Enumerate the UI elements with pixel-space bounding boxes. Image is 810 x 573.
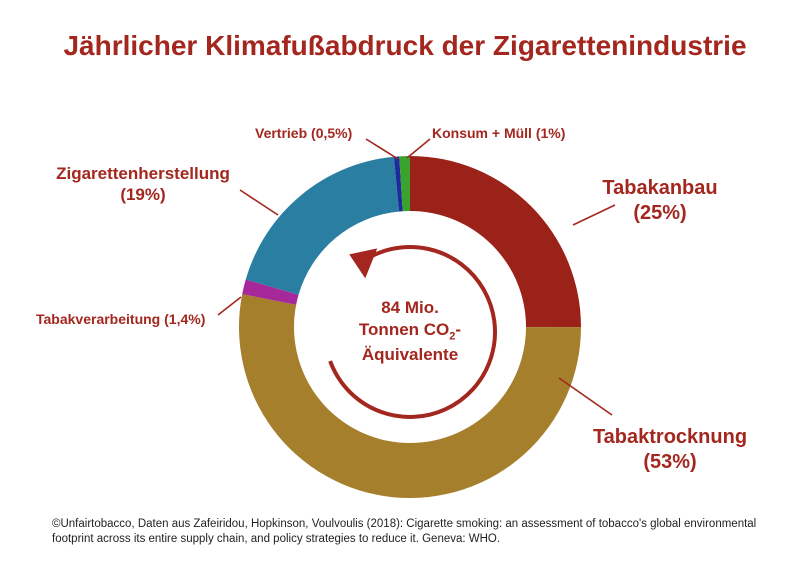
slice-label-konsum-muell: Konsum + Müll (1%): [432, 125, 566, 141]
slice-label-tabakanbau: Tabakanbau (25%): [602, 177, 718, 224]
center-total-label: 84 Mio. Tonnen CO2- Äquivalente: [345, 297, 475, 366]
slice-label-tabaktrocknung: Tabaktrocknung (53%): [592, 426, 748, 473]
leader-line-3: [239, 189, 279, 216]
cycle-arrow-arc: [328, 245, 497, 419]
slice-1: [239, 294, 581, 498]
cycle-arrow-head: [349, 248, 378, 279]
source-footnote: ©Unfairtobacco, Daten aus Zafeiridou, Ho…: [52, 518, 757, 545]
slice-3: [245, 156, 400, 295]
leader-line-1: [558, 377, 613, 416]
slice-0: [410, 156, 582, 328]
slice-4: [393, 156, 403, 212]
cycle-arrow-icon: [328, 245, 497, 419]
slice-5: [399, 156, 410, 212]
slice-label-tabakverarbeitung: Tabakverarbeitung (1,4%): [36, 311, 206, 327]
center-line-3: Äquivalente: [361, 344, 459, 364]
leader-line-2: [217, 296, 242, 316]
slice-2: [242, 279, 299, 305]
center-line-2: Tonnen CO2-: [358, 320, 462, 343]
chart-title: Jährlicher Klimafußabdruck der Zigarette…: [63, 30, 747, 61]
slice-label-vertrieb: Vertrieb (0,5%): [255, 125, 353, 141]
leader-line-5: [406, 138, 431, 159]
donut-slices: [239, 156, 582, 498]
center-line-1: 84 Mio.: [381, 298, 439, 317]
slice-label-zigarettenherstellung: Zigarettenherstellung (19%): [56, 164, 230, 205]
leader-lines: [217, 138, 616, 416]
leader-line-0: [572, 204, 616, 226]
leader-line-4: [365, 138, 399, 160]
